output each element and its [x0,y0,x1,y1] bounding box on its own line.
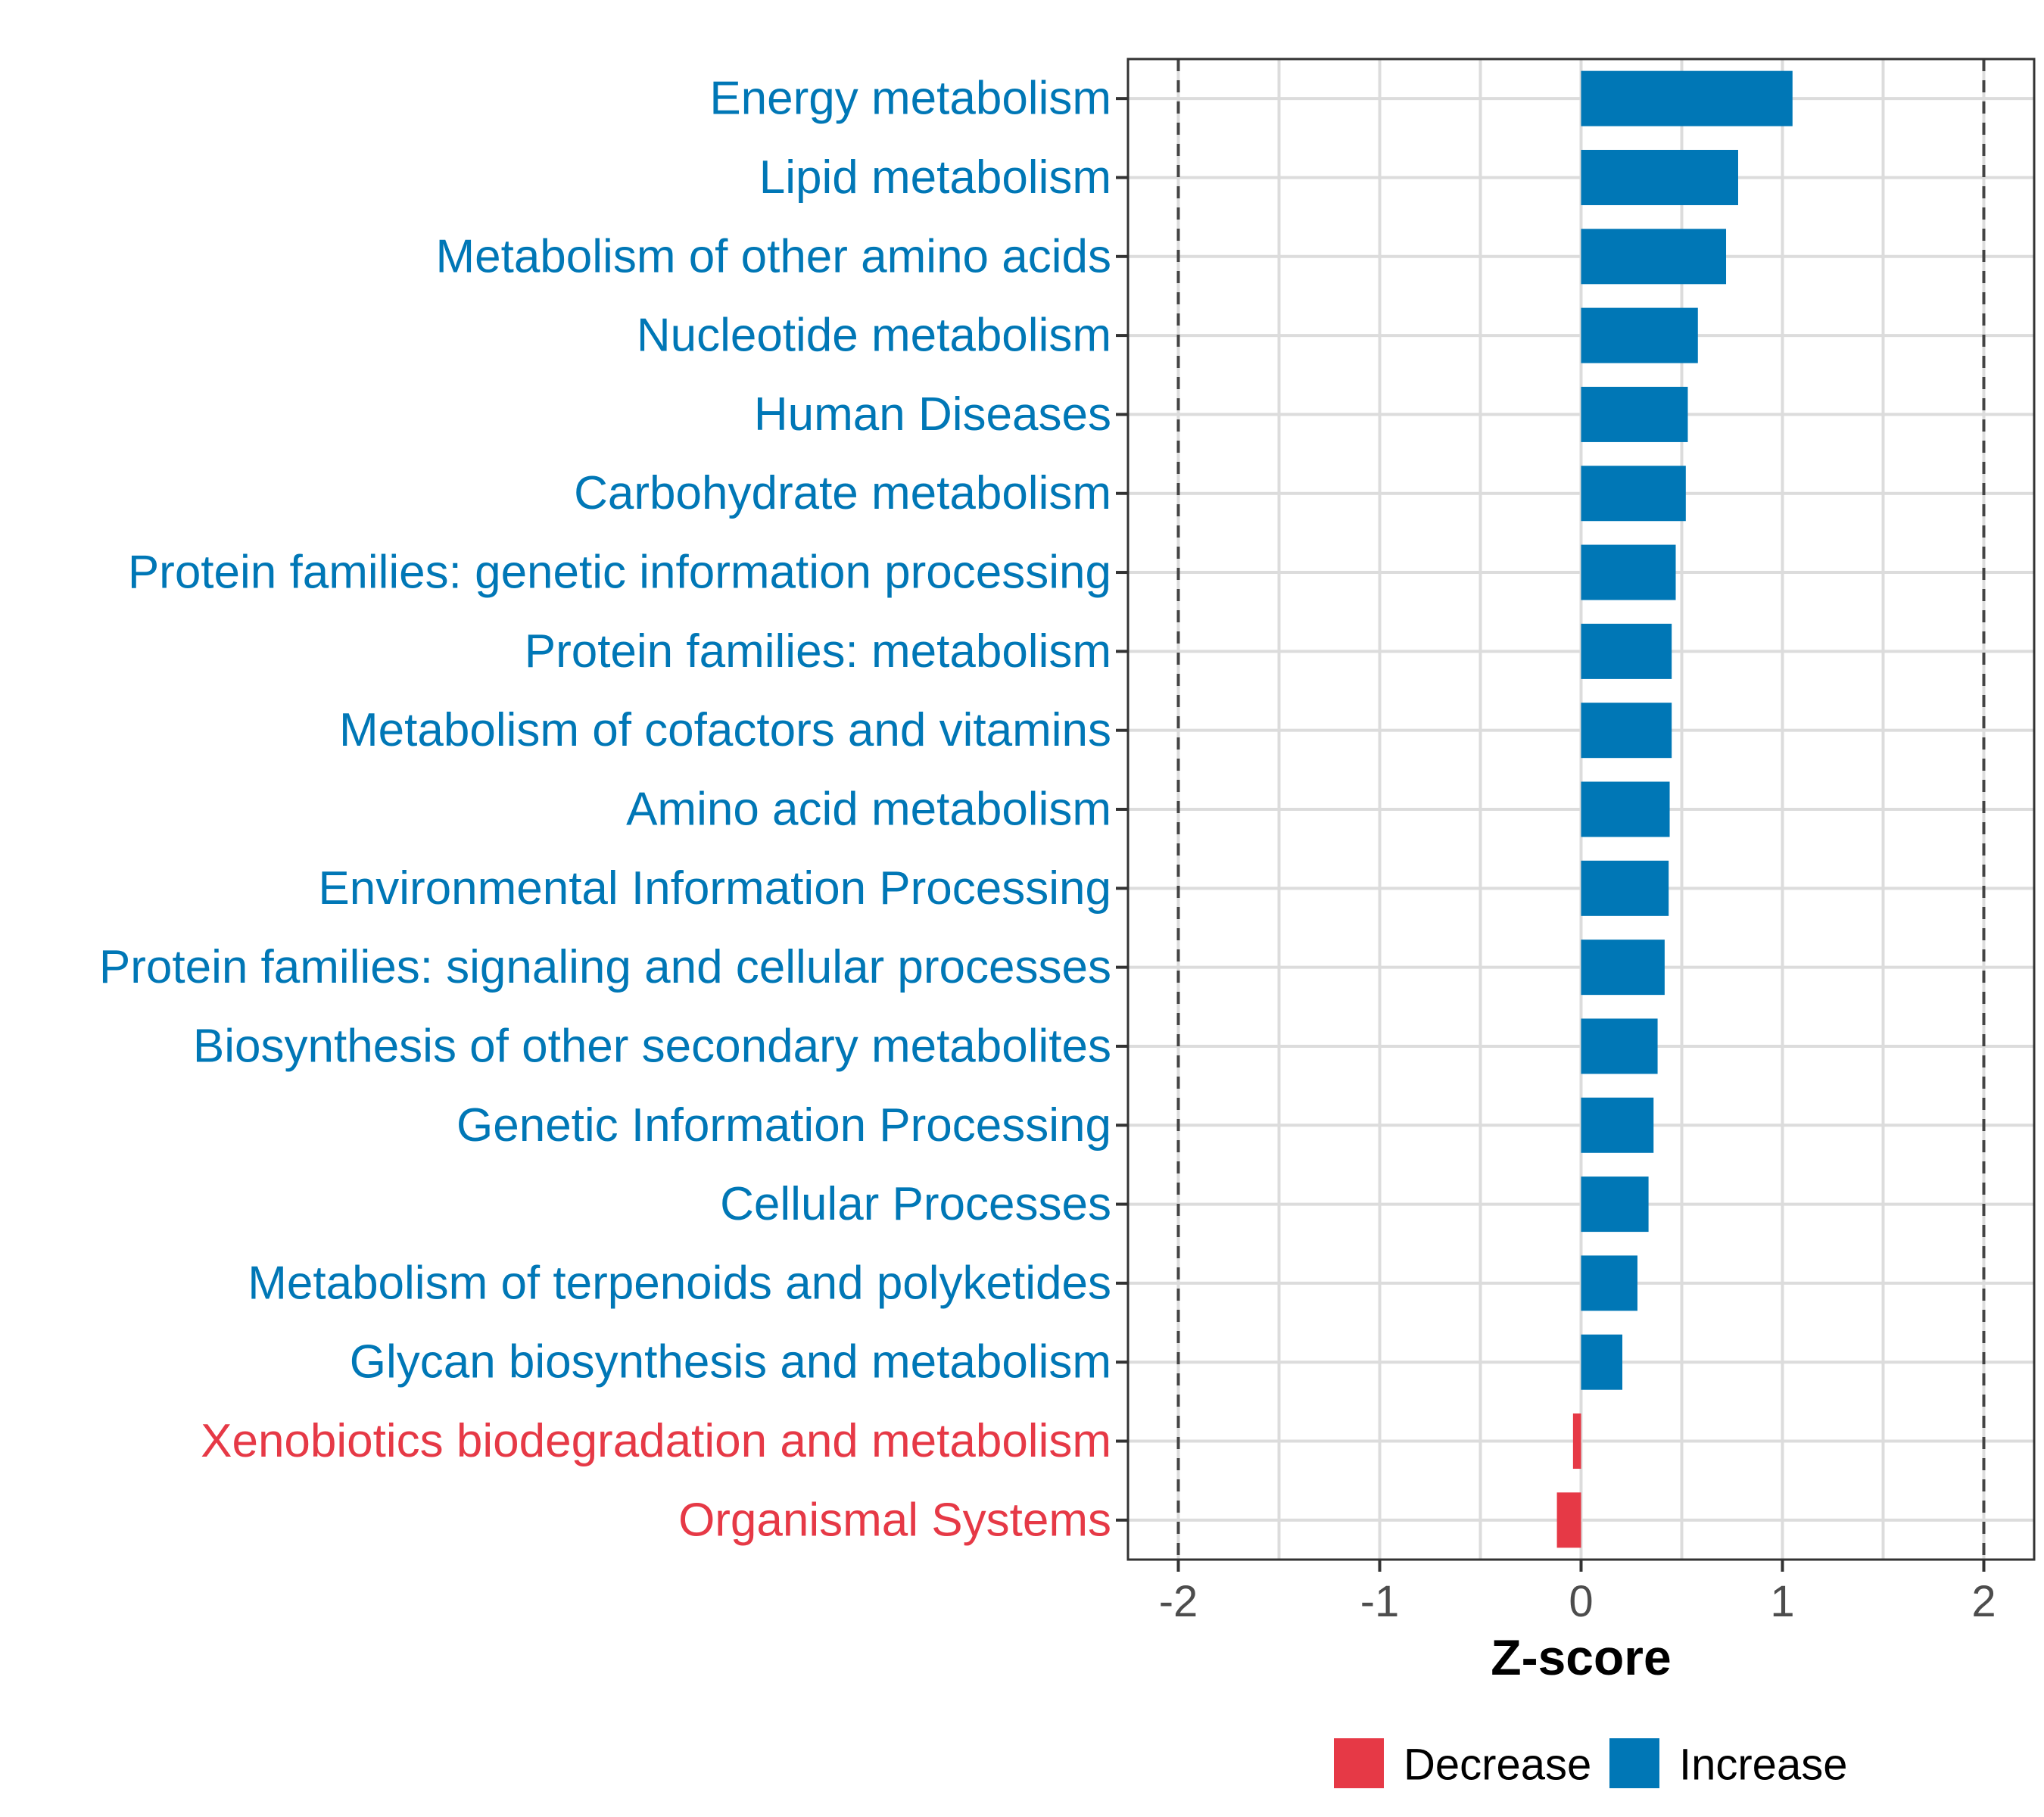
y-tick-label: Protein families: metabolism [525,625,1111,678]
legend-swatch [1334,1738,1384,1788]
bar [1556,1492,1581,1548]
bar [1581,149,1738,205]
bar [1581,307,1698,363]
y-tick-label: Genetic Information Processing [456,1099,1111,1152]
plot-panel [1126,58,2036,1561]
legend-label: Decrease [1404,1741,1591,1790]
x-axis: -2 -1 0 1 2 [1159,1560,1996,1626]
bar [1581,781,1670,837]
bar [1581,860,1669,916]
y-tick-label: Nucleotide metabolism [637,310,1111,362]
y-tick-label: Biosynthesis of other secondary metaboli… [193,1020,1111,1072]
legend-swatch [1609,1738,1659,1788]
bar [1581,386,1688,442]
y-tick-label: Energy metabolism [709,73,1111,125]
bar [1581,703,1672,759]
x-tick-label: 2 [1971,1577,1996,1626]
y-tick-label: Protein families: genetic information pr… [128,547,1111,599]
x-tick-label: 1 [1770,1577,1794,1626]
bar [1581,1255,1637,1311]
y-tick-label: Amino acid metabolism [626,784,1111,836]
y-axis-labels: Energy metabolism Lipid metabolism Metabol… [99,73,1128,1546]
bar [1581,623,1672,679]
y-tick-label: Organismal Systems [678,1494,1111,1546]
bar [1572,1413,1581,1469]
y-tick-label: Environmental Information Processing [318,862,1111,915]
bar [1581,1177,1649,1233]
bar [1581,1097,1654,1153]
bars [1556,70,1793,1548]
legend-label: Increase [1679,1741,1847,1790]
y-tick-label: Carbohydrate metabolism [574,467,1111,519]
legend: Decrease Increase [1334,1738,1847,1790]
y-tick-label: Metabolism of cofactors and vitamins [339,704,1111,756]
y-tick-label: Metabolism of other amino acids [435,230,1111,282]
bar [1581,544,1676,600]
bar [1581,70,1793,126]
y-tick-label: Metabolism of terpenoids and polyketides [248,1257,1111,1309]
x-tick-label: -2 [1159,1577,1198,1626]
x-tick-label: -1 [1360,1577,1400,1626]
bar [1581,940,1665,996]
y-tick-label: Xenobiotics biodegradation and metabolis… [201,1415,1111,1467]
x-tick-label: 0 [1569,1577,1593,1626]
y-tick-label: Protein families: signaling and cellular… [99,941,1111,993]
y-tick-label: Glycan biosynthesis and metabolism [350,1336,1111,1388]
y-tick-label: Human Diseases [754,388,1111,441]
y-tick-label: Lipid metabolism [759,151,1111,204]
y-tick-label: Cellular Processes [720,1178,1111,1230]
x-axis-title: Z-score [1491,1629,1671,1685]
bar [1581,1334,1623,1390]
bar [1581,466,1686,522]
bar [1581,1018,1658,1074]
bar [1581,229,1727,285]
